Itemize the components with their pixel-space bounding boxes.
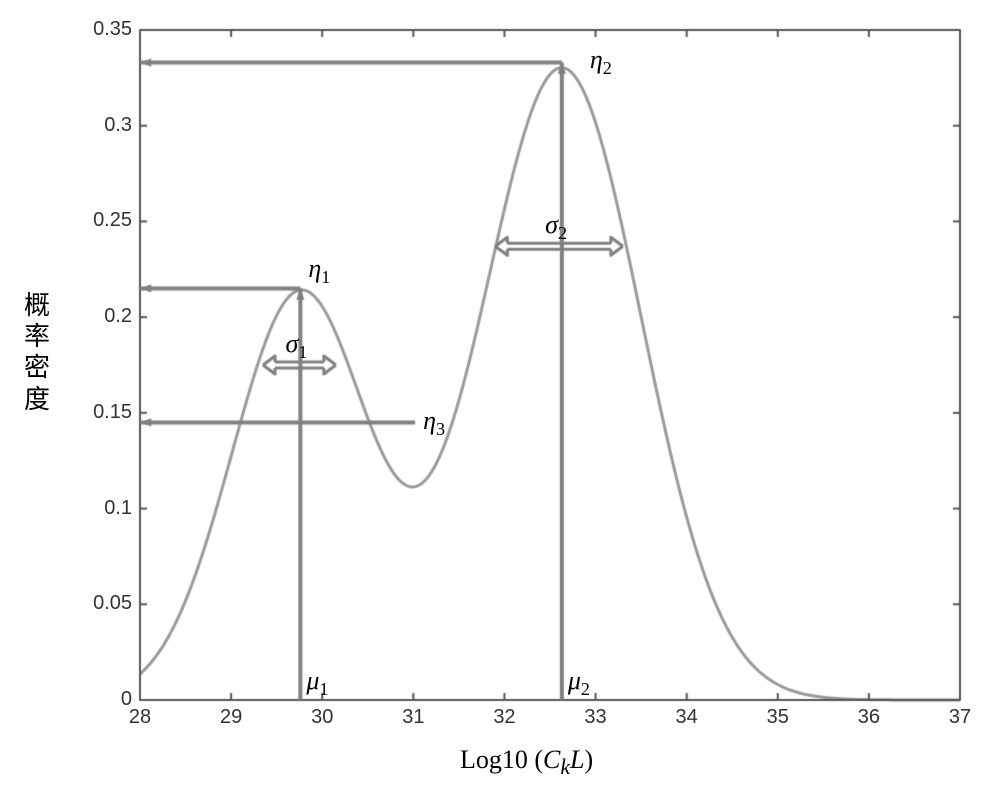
y-tick-label: 0 bbox=[121, 688, 132, 711]
mu2-label: μ2 bbox=[568, 666, 590, 700]
y-tick-label: 0.2 bbox=[104, 305, 132, 328]
x-axis-label: Log10 (CkL) bbox=[460, 745, 593, 780]
y-tick-label: 0.1 bbox=[104, 497, 132, 520]
chart-container: { "canvas": { "width": 1000, "height": 8… bbox=[0, 0, 1000, 805]
eta2-label: η2 bbox=[590, 45, 612, 79]
y-axis-label: 概率密度 bbox=[22, 290, 52, 415]
x-tick-label: 36 bbox=[849, 706, 889, 729]
x-tick-label: 31 bbox=[393, 706, 433, 729]
y-tick-label: 0.15 bbox=[93, 401, 132, 424]
sigma1-label: σ1 bbox=[285, 329, 307, 363]
y-tick-label: 0.05 bbox=[93, 592, 132, 615]
eta3-label: η3 bbox=[423, 406, 445, 440]
x-tick-label: 34 bbox=[667, 706, 707, 729]
y-tick-label: 0.25 bbox=[93, 209, 132, 232]
mu1-label: μ1 bbox=[306, 666, 328, 700]
x-tick-label: 29 bbox=[211, 706, 251, 729]
y-tick-label: 0.35 bbox=[93, 18, 132, 41]
eta1-label: η1 bbox=[308, 254, 330, 288]
x-tick-label: 37 bbox=[940, 706, 980, 729]
sigma2-label: σ2 bbox=[545, 210, 567, 244]
y-tick-label: 0.3 bbox=[104, 114, 132, 137]
x-tick-label: 33 bbox=[576, 706, 616, 729]
x-tick-label: 35 bbox=[758, 706, 798, 729]
x-tick-label: 32 bbox=[484, 706, 524, 729]
x-tick-label: 30 bbox=[302, 706, 342, 729]
density-chart bbox=[0, 0, 1000, 805]
